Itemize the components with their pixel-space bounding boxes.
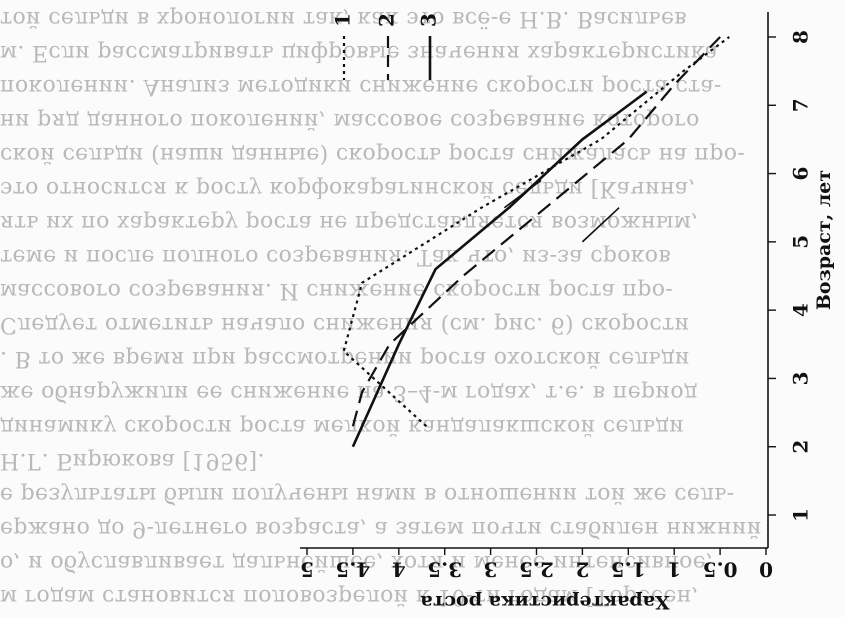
age-tick-label: 6 — [789, 167, 813, 181]
series-line-2 — [351, 36, 721, 427]
value-tick-label: 1.5 — [611, 558, 646, 582]
age-tick-label: 4 — [789, 303, 813, 317]
value-tick-label: 3 — [484, 558, 498, 582]
legend-label-2: 2 — [375, 13, 399, 27]
chart-annotations — [503, 179, 620, 243]
series-line-1 — [342, 36, 730, 428]
legend-label-3: 3 — [417, 13, 441, 27]
value-tick-label: 4.5 — [336, 558, 371, 582]
chart-axes: 1 2 3 4 5 6 7 8 0 0.5 1 1.5 2 2.5 3 3.5 4 4.5 5 — [300, 12, 813, 582]
annotation-arrow — [503, 179, 542, 209]
value-tick-label: 2.5 — [519, 558, 554, 582]
age-tick-label: 5 — [789, 235, 813, 249]
age-tick-label: 3 — [789, 371, 813, 385]
x-axis-title: Возраст, лет — [813, 170, 835, 310]
chart-series — [342, 36, 730, 448]
value-tick-label: 5 — [300, 558, 314, 582]
annotation-arrow — [581, 207, 620, 243]
age-tick-label: 2 — [789, 440, 813, 454]
series-line-3 — [351, 90, 648, 448]
legend-label-1: 1 — [331, 13, 355, 27]
value-tick-label: 1 — [667, 558, 681, 582]
value-tick-label: 4 — [392, 558, 406, 582]
age-tick-label: 1 — [789, 508, 813, 522]
value-tick-label: 0 — [759, 558, 773, 582]
value-tick-label: 3.5 — [427, 558, 462, 582]
age-tick-label: 8 — [789, 30, 813, 44]
chart-legend: 1 2 3 — [331, 13, 441, 80]
age-tick-label: 7 — [789, 98, 813, 112]
y-axis-title: Характеристика роста — [420, 591, 669, 613]
value-tick-label: 2 — [575, 558, 589, 582]
value-tick-label: 0.5 — [703, 558, 738, 582]
